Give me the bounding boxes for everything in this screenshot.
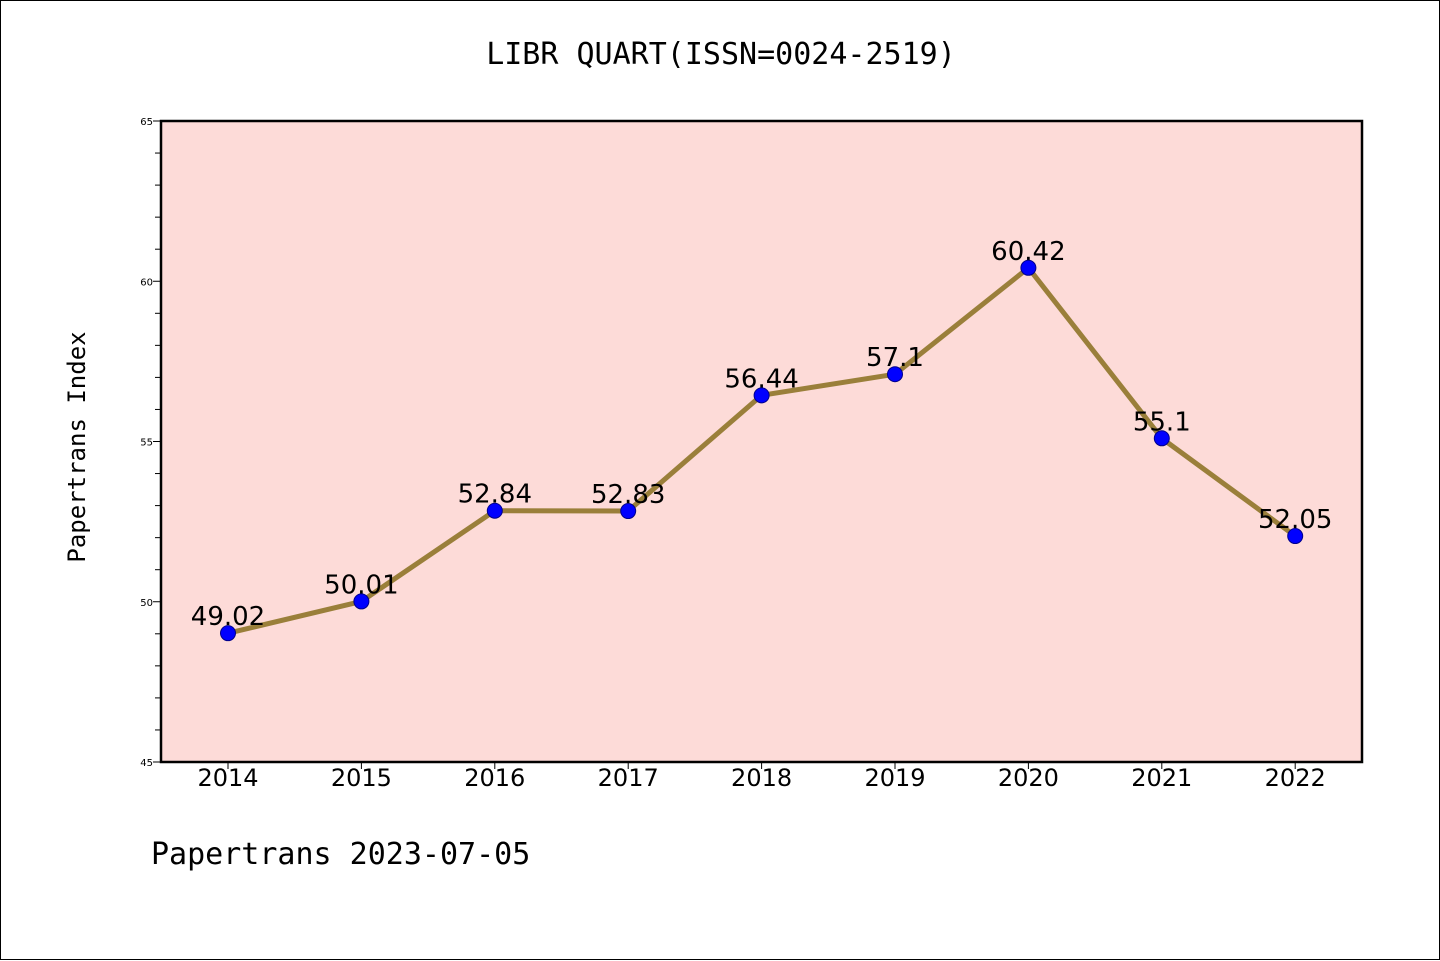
chart-title: LIBR QUART(ISSN=0024-2519) [486,37,956,72]
x-tick-label: 2015 [331,764,392,792]
data-point [353,593,370,610]
footer-text: Papertrans 2023-07-05 [151,837,531,872]
data-point [220,625,236,642]
x-tick-label: 2014 [197,764,258,792]
y-tick-label: 45 [140,758,153,769]
x-tick-label: 2020 [998,764,1059,792]
y-axis: 45 50 55 60 65 [140,117,161,769]
data-point [1020,259,1037,276]
data-point [1287,528,1304,545]
x-tick-label: 2017 [598,764,659,792]
data-markers [220,259,1304,642]
data-point [887,366,903,383]
y-tick-label: 65 [140,117,153,128]
x-tick-label: 2021 [1131,764,1192,792]
x-tick-label: 2016 [464,764,525,792]
x-tick-label: 2022 [1265,764,1326,792]
x-tick-label: 2019 [864,764,925,792]
data-point [753,387,770,404]
x-axis: 2014 2015 2016 2017 2018 2019 2020 2021 2022 [197,762,1326,792]
y-tick-label: 50 [140,598,153,609]
data-point [620,503,637,520]
plot-area [161,121,1362,762]
y-tick-label: 60 [140,277,153,288]
data-point [486,502,503,519]
x-tick-label: 2018 [731,764,792,792]
data-point [1153,430,1170,447]
y-tick-label: 55 [140,438,153,449]
plot-border [159,119,1364,764]
